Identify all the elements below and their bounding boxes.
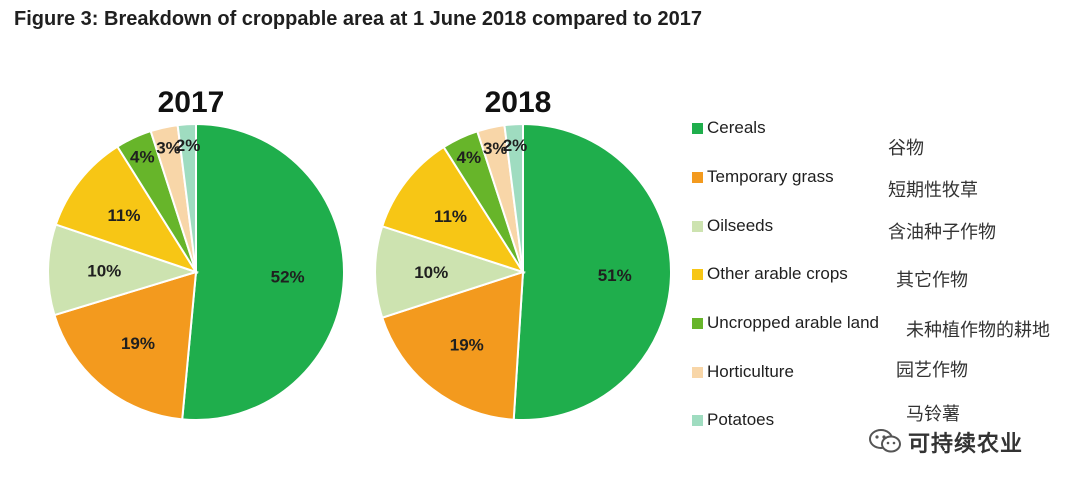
data-label-other-arable-crops: 11% [107,206,140,225]
data-label-horticulture: 3% [483,139,508,158]
slice-temporary-grass [380,270,525,421]
legend-swatch [692,172,703,183]
slice-cereals [512,122,672,421]
data-label-potatoes: 2% [176,136,201,155]
pie-title: 2018 [485,86,552,119]
legend-swatch [692,123,703,134]
slice-temporary-grass [53,270,198,421]
legend-swatch [692,415,703,426]
data-label-potatoes: 2% [503,136,528,155]
slice-cereals [181,122,345,421]
slice-other-arable-crops [380,145,526,274]
watermark-text: 可持续农业 [908,432,1024,457]
data-label-cereals: 52% [271,267,305,286]
legend-chinese-label: 其它作物 [896,270,968,291]
data-label-oilseeds: 10% [87,262,121,281]
legend-label: Cereals [707,118,766,137]
slice-oilseeds [374,225,527,319]
data-label-cereals: 51% [598,266,632,285]
legend-label: Other arable crops [707,264,848,283]
legend-label: Uncropped arable land [707,313,880,332]
legend-swatch [692,367,703,378]
legend-chinese-label: 短期性牧草 [888,180,978,201]
pie-2017: 52% 19% 10% 11% 4% 3%2% 2017 [47,86,345,421]
legend-chinese-label: 未种植作物的耕地 [906,320,1050,341]
data-label-uncropped-arable-land: 4% [457,148,482,167]
data-label-uncropped-arable-land: 4% [130,148,155,167]
slice-other-arable-crops [54,145,199,274]
pie-2018: 51% 19% 10% 11% 4% 3%2% 2018 [374,86,672,421]
data-label-horticulture: 3% [156,139,181,158]
wechat-logo-icon [869,429,901,453]
slice-potatoes [176,122,197,273]
data-label-temporary-grass: 19% [121,334,155,353]
legend-chinese-label: 谷物 [888,138,924,159]
legend-label: Horticulture [707,362,794,381]
legend-label: Oilseeds [707,216,774,235]
legend-label: Potatoes [707,410,775,429]
data-label-temporary-grass: 19% [450,336,484,355]
slice-oilseeds [47,223,200,317]
legend-swatch [692,269,703,280]
pie-title: 2017 [158,86,225,119]
data-label-oilseeds: 10% [414,263,448,282]
legend-chinese-label: 园艺作物 [896,360,968,381]
figure-title: Figure 3: Breakdown of croppable area at… [14,8,703,30]
legend-chinese-label: 含油种子作物 [888,222,996,243]
legend-swatch [692,318,703,329]
data-label-other-arable-crops: 11% [434,207,467,226]
slice-potatoes [503,122,524,273]
legend-swatch [692,221,703,232]
legend-label: Temporary grass [707,167,834,186]
legend-chinese-label: 马铃薯 [906,404,960,425]
